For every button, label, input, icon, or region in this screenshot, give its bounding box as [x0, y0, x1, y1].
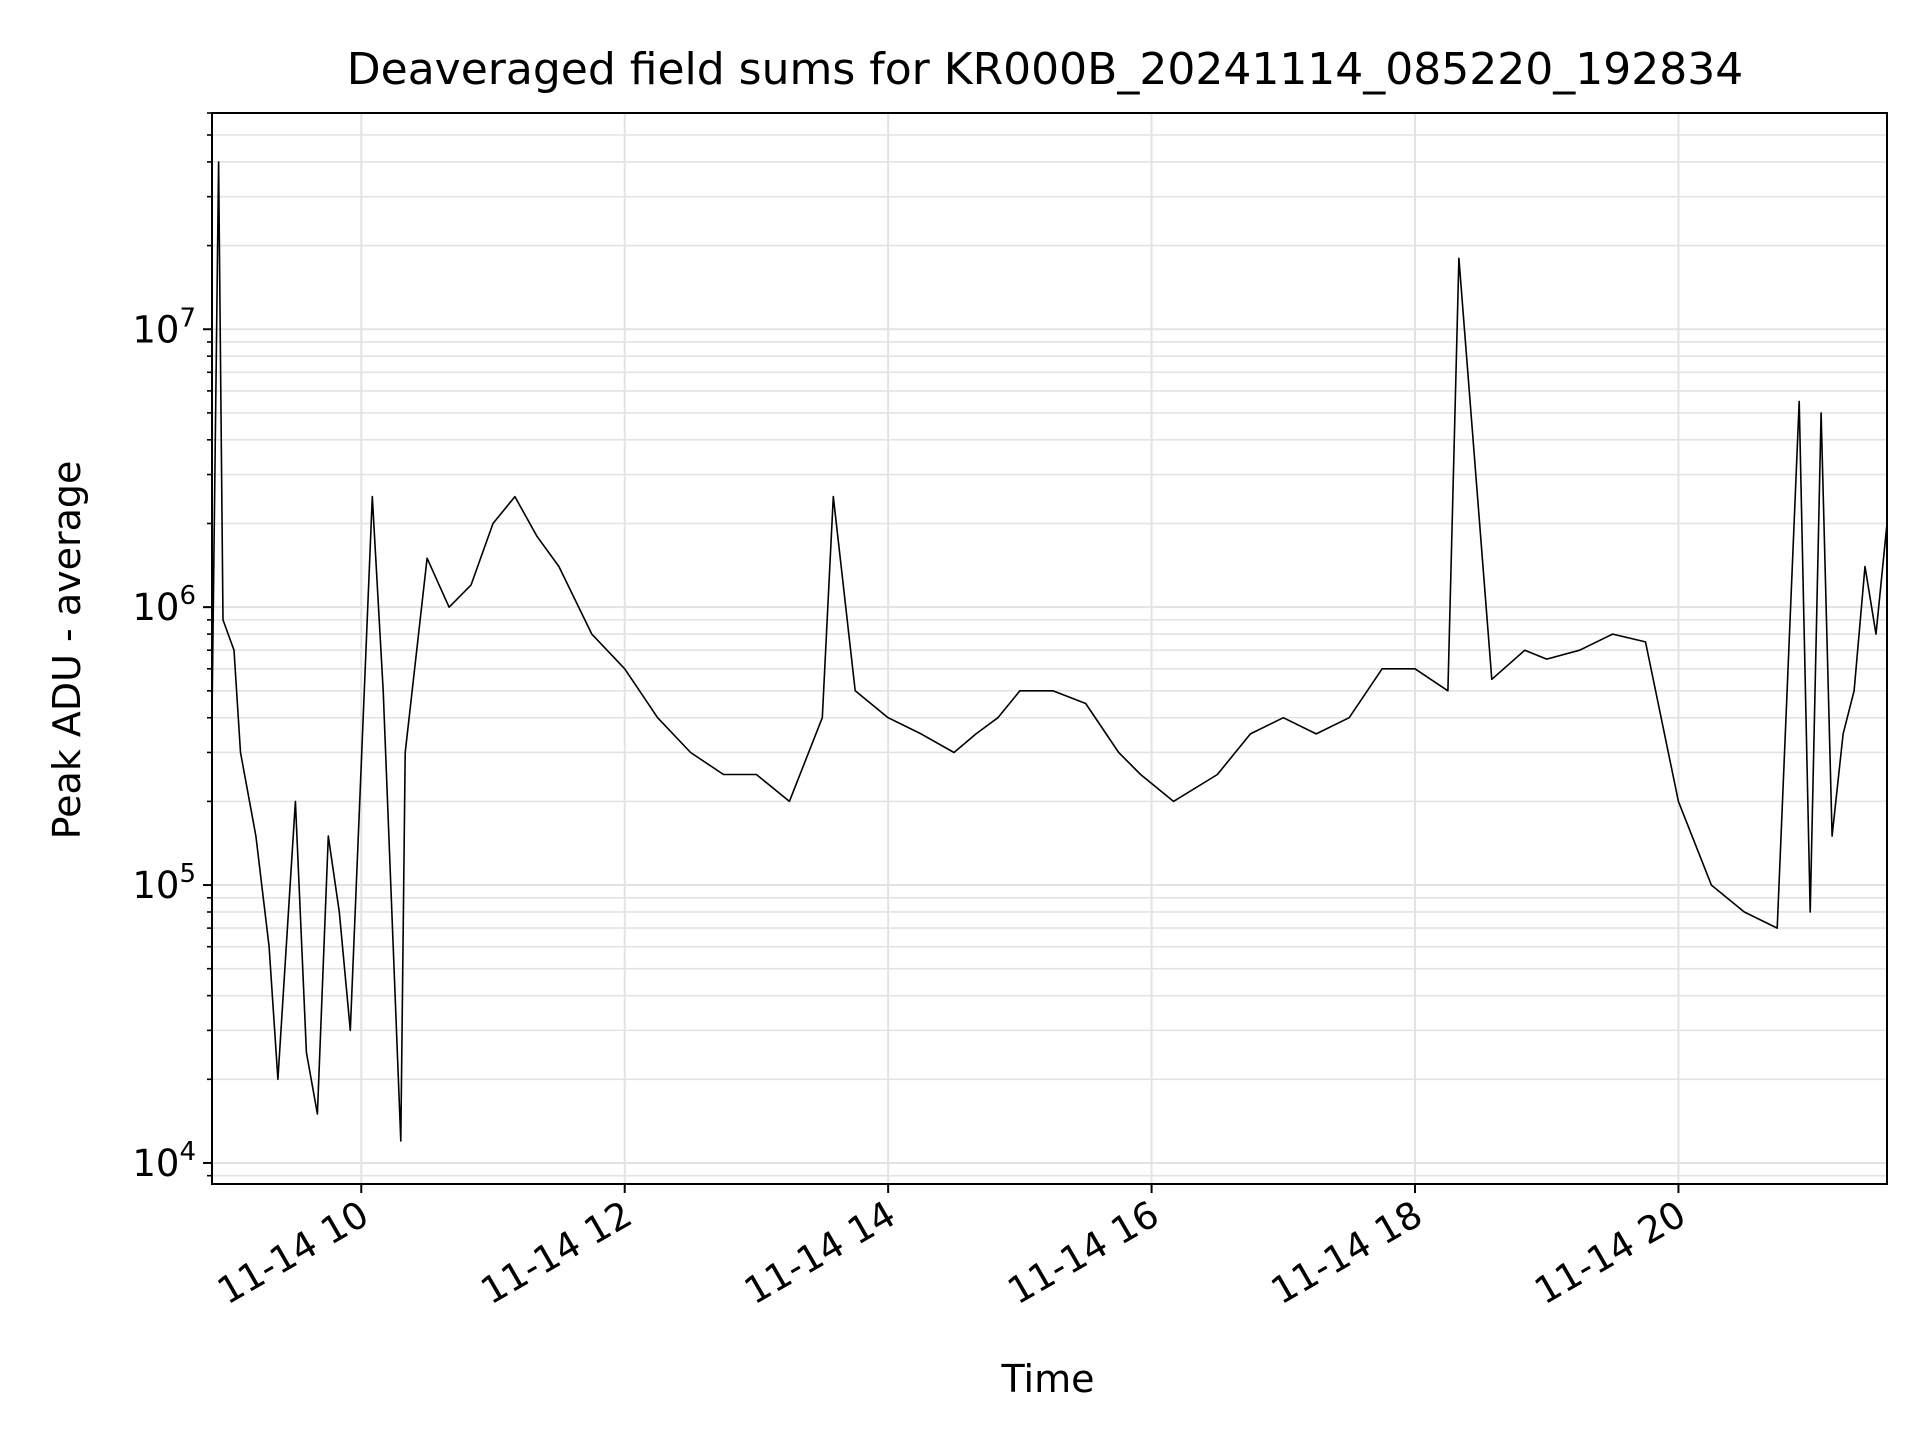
chart-title: Deaveraged field sums for KR000B_2024111…: [347, 44, 1743, 95]
plot-frame: [211, 112, 1888, 1185]
y-tick-label: 104: [132, 1137, 196, 1185]
y-axis: 104 105 106 107: [132, 112, 212, 1185]
x-axis-label: Time: [1001, 1357, 1095, 1401]
grid: [212, 112, 1887, 1184]
y-axis-label: Peak ADU - average: [45, 461, 89, 840]
y-tick-label: 106: [132, 581, 196, 629]
y-tick-label: 107: [132, 303, 196, 351]
series: [211, 161, 1888, 1142]
series-line: [211, 161, 1888, 1142]
y-tick-label: 105: [132, 859, 196, 907]
